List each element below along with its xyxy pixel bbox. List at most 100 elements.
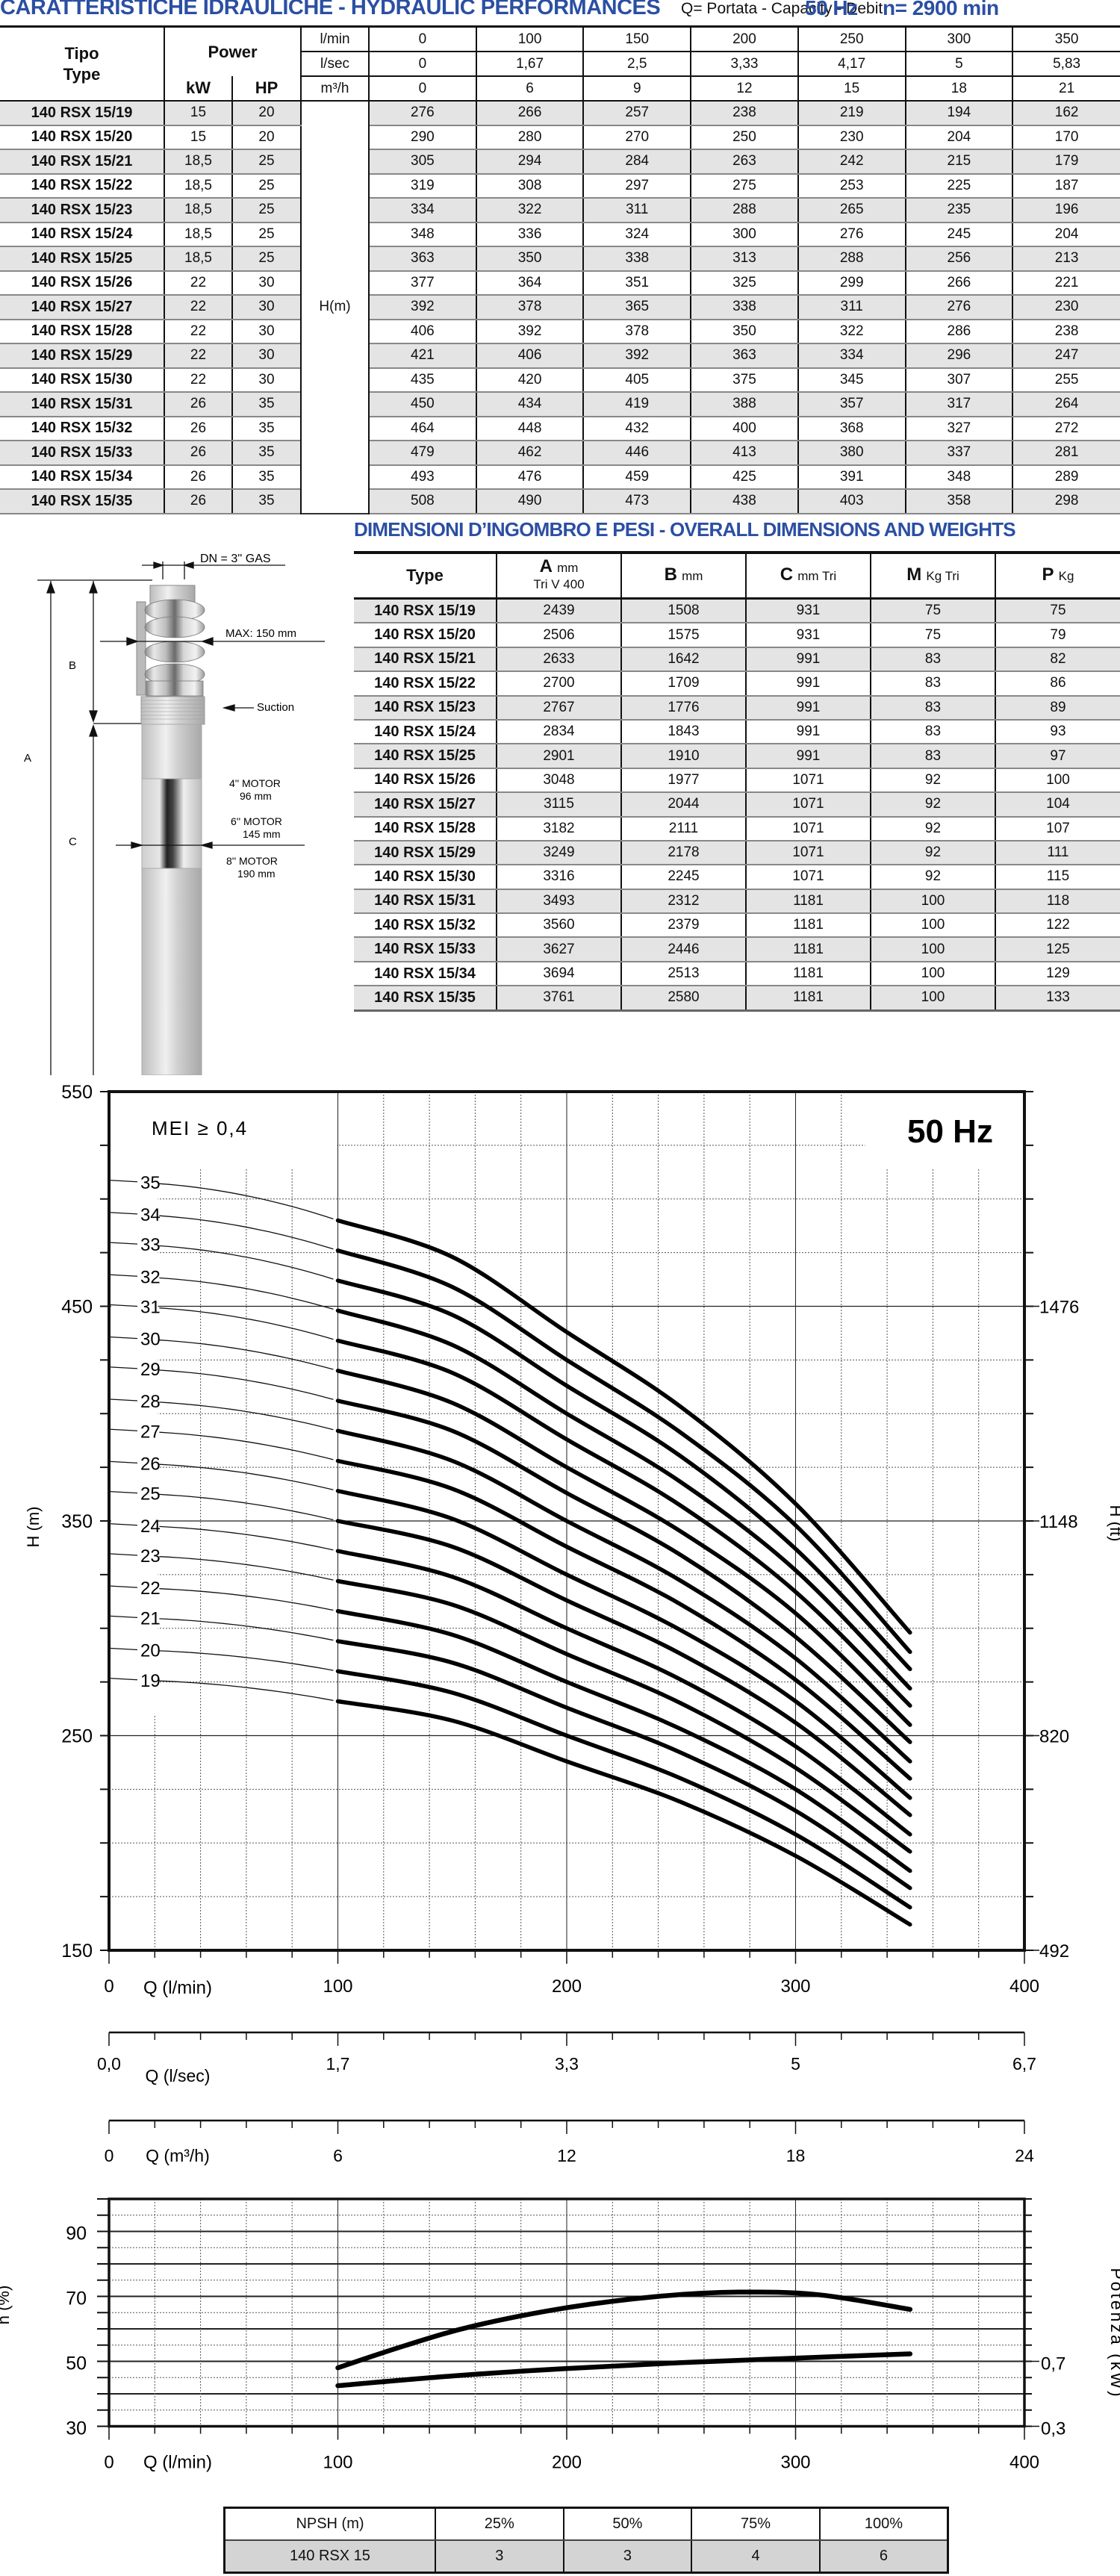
hp-header: HP — [231, 76, 302, 102]
efficiency-q-tick: 200 — [552, 2453, 582, 2473]
curve-33 — [335, 1278, 912, 1672]
dims-cell: 129 — [995, 961, 1120, 987]
dims-cell: 140 RSX 15/25 — [354, 744, 497, 769]
dimension-c-label: C — [69, 836, 77, 848]
curve-label: 24 — [140, 1516, 161, 1537]
q-axis-title: Q (l/min) — [143, 1978, 212, 1998]
head-value: 281 — [1012, 441, 1120, 466]
head-value: 348 — [904, 464, 1014, 490]
npsh-table: NPSH (m) 25% 50% 75% 100% 140 RSX 15 3 3 4 6 — [223, 2507, 949, 2574]
dims-cell: 89 — [995, 695, 1120, 721]
dims-cell: 2111 — [620, 816, 746, 841]
curve-label: 19 — [140, 1671, 161, 1691]
flow-value: 18 — [904, 76, 1014, 102]
flow-value: 2,5 — [582, 52, 692, 77]
dims-cell: 115 — [995, 865, 1120, 890]
power-kw: 18,5 — [164, 149, 233, 175]
dims-cell: 1642 — [620, 647, 746, 673]
performance-row: 140 RSX 15/33 26 35 479 462 446 413 380 337 281 — [0, 441, 1120, 466]
dims-cell: 140 RSX 15/26 — [354, 768, 497, 794]
power-kw: 18,5 — [164, 246, 233, 272]
dims-cell: 111 — [995, 840, 1120, 866]
flow-value: 3,33 — [690, 52, 799, 77]
dims-cell: 122 — [995, 913, 1120, 939]
dimensions-row: 140 RSX 15/34 3694 2513 1181 100 129 — [354, 961, 1120, 987]
dims-cell: 100 — [995, 768, 1120, 794]
head-value: 508 — [368, 489, 477, 514]
head-value: 459 — [582, 464, 692, 490]
head-value: 446 — [582, 441, 692, 466]
dims-header: C mm Tri — [745, 553, 871, 600]
head-value: 305 — [368, 149, 477, 175]
head-value: 196 — [1012, 198, 1120, 223]
efficiency-axis-title: n (%) — [0, 2286, 13, 2325]
dims-cell: 2633 — [496, 647, 621, 673]
curve-19 — [335, 1699, 912, 1927]
type-header: Tipo Type — [0, 26, 165, 102]
head-value: 179 — [1012, 149, 1120, 175]
head-value: 230 — [1012, 295, 1120, 320]
dims-cell: 83 — [870, 671, 995, 697]
dimensions-row: 140 RSX 15/27 3115 2044 1071 92 104 — [354, 792, 1120, 818]
head-value: 255 — [1012, 367, 1120, 393]
dims-cell: 140 RSX 15/35 — [354, 986, 497, 1012]
head-value: 264 — [1012, 392, 1120, 417]
head-value: 311 — [582, 198, 692, 223]
dims-cell: 1071 — [745, 840, 871, 866]
power-hp: 30 — [231, 319, 302, 344]
dims-cell: 1071 — [745, 865, 871, 890]
dims-cell: 1843 — [620, 719, 746, 745]
dims-cell: 83 — [870, 719, 995, 745]
motor-4-label: 4'' MOTOR — [229, 777, 281, 789]
power-header: Power — [164, 26, 302, 76]
pump-type: 140 RSX 15/25 — [0, 246, 165, 272]
dims-header: B mm — [620, 553, 746, 600]
dims-cell: 1071 — [745, 768, 871, 794]
dims-cell: 1776 — [620, 695, 746, 721]
frequency-label: 50 Hz — [805, 0, 858, 19]
head-value: 406 — [475, 343, 585, 369]
dims-cell: 118 — [995, 889, 1120, 915]
npsh-header-cell: NPSH (m) — [224, 2507, 435, 2541]
q-axis-tick: 0 — [104, 1976, 113, 1997]
flow-value: 9 — [582, 76, 692, 102]
head-value: 479 — [368, 441, 477, 466]
performance-row: 140 RSX 15/24 18,5 25 348 336 324 300 276 245 204 — [0, 222, 1120, 247]
head-value: 300 — [690, 222, 799, 247]
h-axis-tick: 450 — [61, 1297, 93, 1318]
curve-35 — [335, 1218, 912, 1635]
dimensions-row: 140 RSX 15/25 2901 1910 991 83 97 — [354, 744, 1120, 769]
flow-value: 6 — [475, 76, 585, 102]
dimensions-row: 140 RSX 15/21 2633 1642 991 83 82 — [354, 647, 1120, 673]
dims-cell: 2178 — [620, 840, 746, 866]
pump-type: 140 RSX 15/32 — [0, 416, 165, 441]
dims-cell: 140 RSX 15/29 — [354, 840, 497, 866]
dimensions-row: 140 RSX 15/24 2834 1843 991 83 93 — [354, 719, 1120, 745]
dims-cell: 3182 — [496, 816, 621, 841]
dims-cell: 140 RSX 15/20 — [354, 623, 497, 648]
curve-label: 31 — [140, 1298, 161, 1318]
dims-cell: 86 — [995, 671, 1120, 697]
head-value: 434 — [475, 392, 585, 417]
head-value: 275 — [690, 173, 799, 199]
head-value: 448 — [475, 416, 585, 441]
head-value: 266 — [904, 270, 1014, 296]
npsh-header-cell: 100% — [818, 2507, 948, 2541]
power-kw: 18,5 — [164, 198, 233, 223]
dims-cell: 100 — [870, 986, 995, 1012]
secondary-axis-tick: 5 — [791, 2054, 800, 2073]
head-value: 490 — [475, 489, 585, 514]
dimensions-row: 140 RSX 15/32 3560 2379 1181 100 122 — [354, 913, 1120, 939]
secondary-axis-tick: 24 — [1015, 2146, 1034, 2165]
dims-cell: 3316 — [496, 865, 621, 890]
max-diameter-dimension — [100, 637, 325, 646]
head-value: 377 — [368, 270, 477, 296]
efficiency-q-tick: 100 — [323, 2453, 352, 2473]
head-value: 235 — [904, 198, 1014, 223]
secondary-axis-tick: 6 — [333, 2146, 343, 2165]
dims-cell: 92 — [870, 792, 995, 818]
head-value: 324 — [582, 222, 692, 247]
head-value: 364 — [475, 270, 585, 296]
dims-header: M Kg Tri — [870, 553, 995, 600]
dims-cell: 92 — [870, 816, 995, 841]
